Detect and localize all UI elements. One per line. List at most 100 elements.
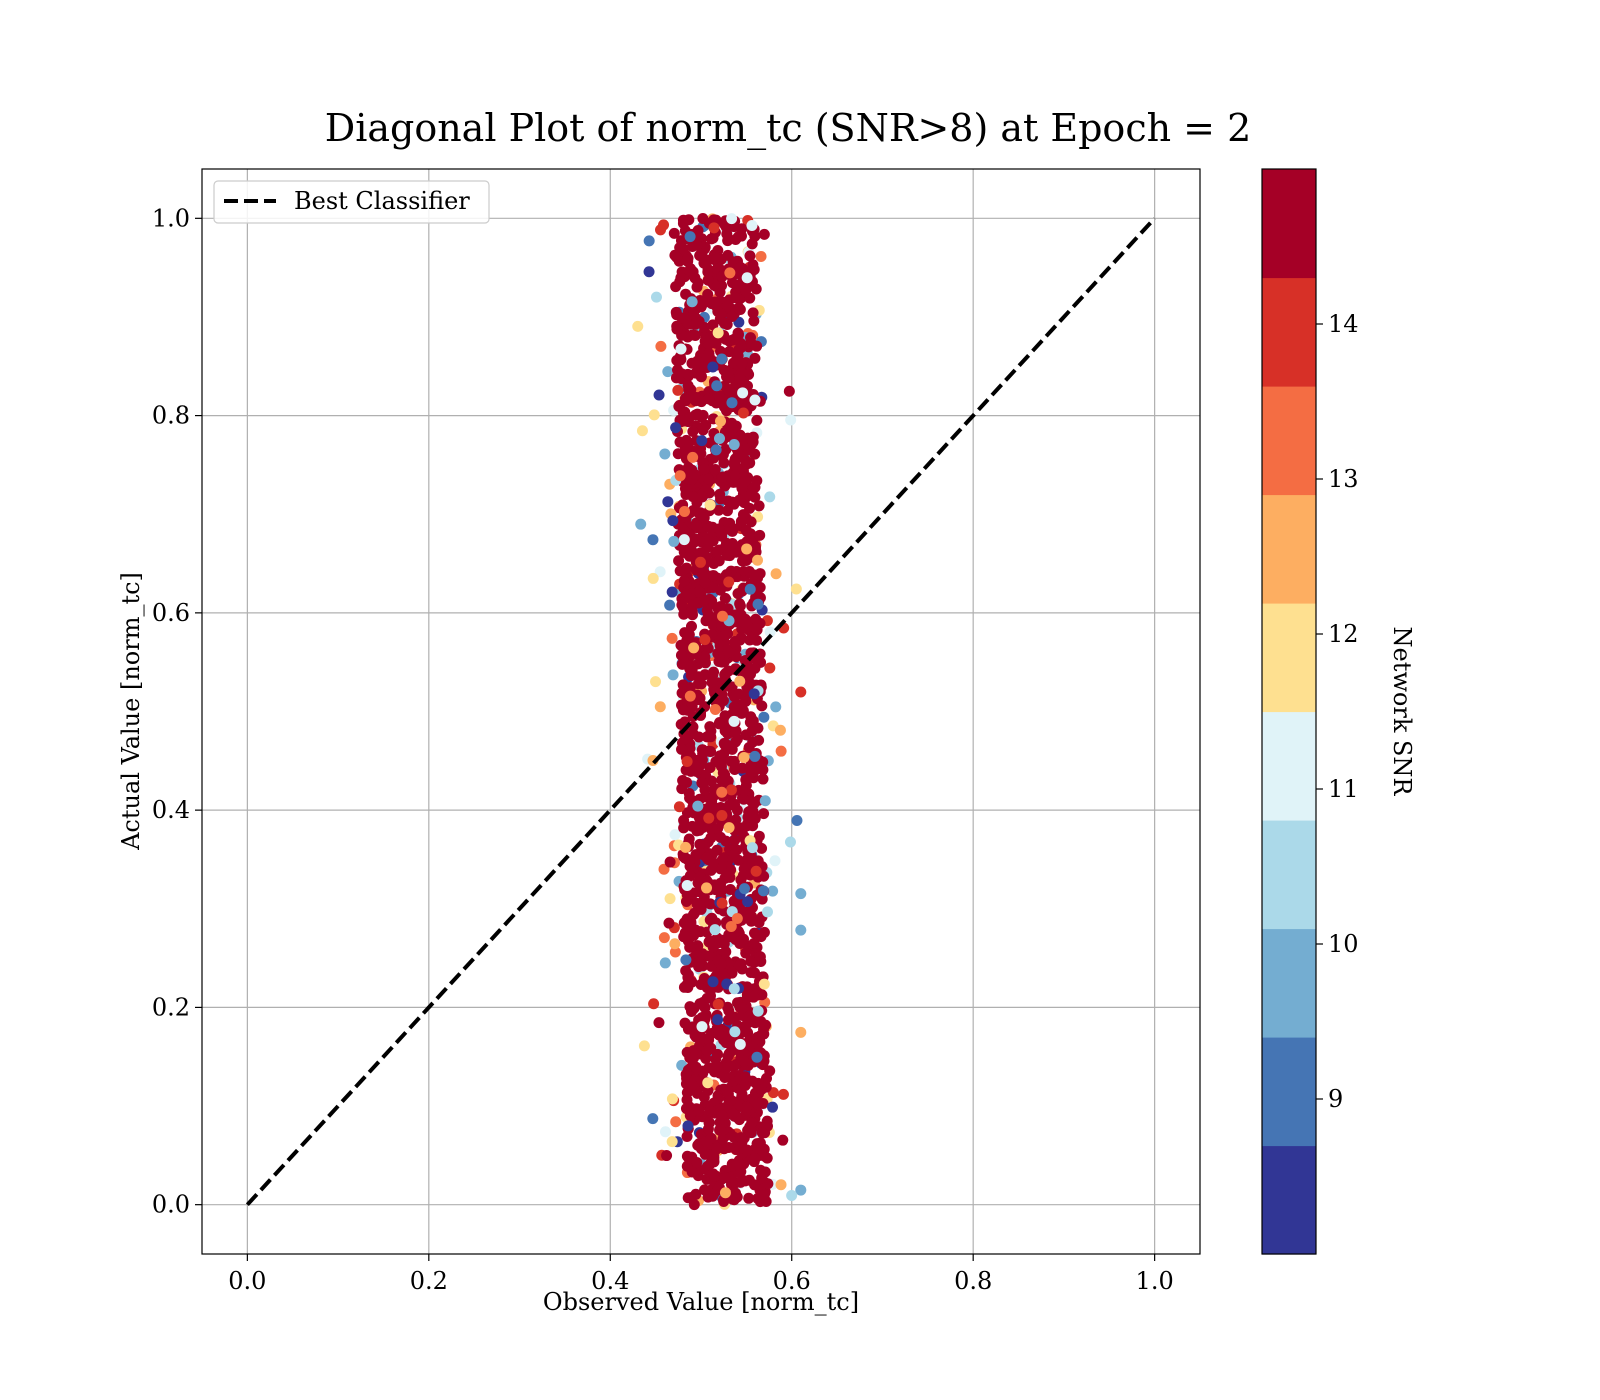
scatter-point <box>658 863 670 875</box>
scatter-point <box>770 701 782 713</box>
scatter-point <box>662 366 674 378</box>
scatter-point <box>667 515 679 527</box>
colorbar-bin-1 <box>1262 1037 1316 1147</box>
scatter-point <box>739 1071 751 1083</box>
scatter-point <box>705 984 717 996</box>
scatter-point <box>684 1110 696 1122</box>
scatter-point <box>786 1189 798 1201</box>
scatter-point <box>684 743 696 755</box>
scatter-point <box>756 1084 768 1096</box>
scatter-point <box>684 860 696 872</box>
scatter-point <box>753 500 765 512</box>
scatter-point <box>694 556 706 568</box>
scatter-point <box>699 1184 711 1196</box>
scatter-point <box>674 436 686 448</box>
scatter-point <box>658 219 670 231</box>
colorbar-bin-2 <box>1262 928 1316 1038</box>
scatter-point <box>731 913 743 925</box>
scatter-point <box>714 432 726 444</box>
scatter-point <box>689 318 701 330</box>
scatter-point <box>725 1094 737 1106</box>
colorbar-tick-label-2: 11 <box>1328 775 1359 803</box>
scatter-point <box>733 1157 745 1169</box>
scatter-point <box>723 799 735 811</box>
scatter-point <box>715 1125 727 1137</box>
scatter-point <box>693 731 705 743</box>
scatter-point <box>675 649 687 661</box>
scatter-point <box>749 230 761 242</box>
scatter-point <box>698 1091 710 1103</box>
scatter-point <box>688 1052 700 1064</box>
scatter-point <box>674 399 686 411</box>
scatter-point <box>757 773 769 785</box>
scatter-point <box>795 888 807 900</box>
scatter-point <box>791 814 803 826</box>
scatter-point <box>746 796 758 808</box>
scatter-point <box>674 276 686 288</box>
scatter-point <box>755 955 767 967</box>
scatter-point <box>686 296 698 308</box>
scatter-point <box>712 998 724 1010</box>
scatter-point <box>699 567 711 579</box>
scatter-point <box>707 976 719 988</box>
scatter-point <box>749 491 761 503</box>
scatter-point <box>698 595 710 607</box>
scatter-point <box>664 599 676 611</box>
scatter-point <box>698 360 710 372</box>
scatter-point <box>716 810 728 822</box>
x-tick-label-5: 1.0 <box>1136 1267 1174 1295</box>
scatter-point <box>726 538 738 550</box>
scatter-point <box>733 302 745 314</box>
scatter-point <box>709 252 721 264</box>
scatter-point <box>674 470 686 482</box>
scatter-point <box>691 281 703 293</box>
scatter-point <box>689 533 701 545</box>
scatter-point <box>682 252 694 264</box>
scatter-point <box>655 340 667 352</box>
scatter-point <box>687 491 699 503</box>
scatter-point <box>767 1101 779 1113</box>
scatter-point <box>666 586 678 598</box>
scatter-point <box>748 938 760 950</box>
scatter-point <box>746 725 758 737</box>
x-tick-label-1: 0.2 <box>410 1267 448 1295</box>
colorbar-label: Network SNR <box>1388 627 1416 797</box>
scatter-point <box>750 865 762 877</box>
scatter-point <box>716 353 728 365</box>
scatter-point <box>696 491 708 503</box>
scatter-point <box>729 292 741 304</box>
scatter-point <box>678 534 690 546</box>
scatter-point <box>668 535 680 547</box>
scatter-point <box>705 832 717 844</box>
scatter-point <box>764 662 776 674</box>
scatter-point <box>738 752 750 764</box>
scatter-point <box>751 1098 763 1110</box>
scatter-point <box>754 1137 766 1149</box>
scatter-point <box>718 317 730 329</box>
scatter-point <box>717 610 729 622</box>
scatter-point <box>696 435 708 447</box>
scatter-point <box>724 883 736 895</box>
scatter-point <box>742 896 754 908</box>
scatter-point <box>698 512 710 524</box>
scatter-point <box>756 989 768 1001</box>
scatter-point <box>728 755 740 767</box>
scatter-point <box>695 678 707 690</box>
scatter-point <box>764 491 776 503</box>
scatter-point <box>698 463 710 475</box>
scatter-point <box>699 651 711 663</box>
scatter-point <box>735 1132 747 1144</box>
scatter-point <box>715 862 727 874</box>
scatter-point <box>740 1101 752 1113</box>
scatter-point <box>764 626 776 638</box>
scatter-point <box>679 505 691 517</box>
x-axis-ticks: 0.0 0.2 0.4 0.6 0.8 1.0 <box>228 1254 1174 1295</box>
scatter-point <box>743 1192 755 1204</box>
scatter-point <box>718 457 730 469</box>
scatter-point <box>718 655 730 667</box>
scatter-point <box>708 452 720 464</box>
scatter-point <box>695 448 707 460</box>
scatter-point <box>711 1061 723 1073</box>
scatter-point <box>677 704 689 716</box>
scatter-point <box>713 523 725 535</box>
